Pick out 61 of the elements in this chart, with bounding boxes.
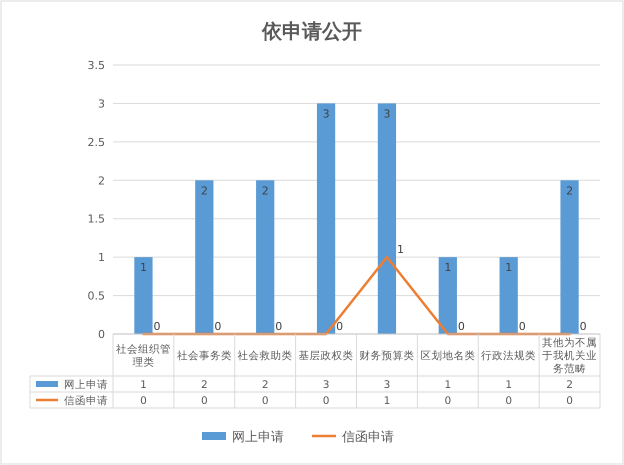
bar: [195, 180, 214, 334]
y-tick-label: 3: [98, 97, 105, 110]
x-tick-label: 社会事务类: [176, 349, 232, 362]
data-label: 0: [262, 395, 269, 407]
data-label: 2: [566, 379, 573, 391]
text: 2: [566, 184, 574, 198]
x-tick-label: 其他为不属于我机关业务范畴: [542, 336, 598, 375]
y-tick-label: 0.5: [88, 290, 105, 303]
data-label: 0: [322, 395, 330, 407]
data-label: 3: [322, 379, 330, 391]
x-tick-label: 基层政权类: [298, 349, 354, 362]
text: 2: [200, 184, 208, 198]
x-tick-label: 区划地名类: [420, 349, 476, 362]
text: 1: [505, 261, 512, 274]
text: 1: [396, 243, 404, 256]
data-label: 1: [444, 379, 452, 391]
x-tick-label: 社会组织管理类: [116, 342, 171, 368]
legend-label: 信函申请: [64, 394, 108, 407]
bar: [378, 103, 396, 334]
y-tick-label: 2.5: [88, 136, 105, 149]
bar: [316, 103, 336, 334]
y-tick-label: 1.5: [88, 212, 105, 226]
y-tick-label: 3.5: [88, 59, 105, 72]
text: 网上申请: [232, 430, 284, 445]
text: 1: [140, 261, 147, 274]
text: 2: [262, 184, 269, 198]
text: 0: [153, 320, 160, 333]
data-label: 2: [200, 379, 208, 391]
y-tick-label: 2: [98, 174, 105, 188]
text: 1: [444, 261, 452, 274]
bar: [256, 180, 274, 334]
text: 0: [518, 320, 526, 333]
chart-title: 依申请公开: [261, 19, 362, 43]
data-label: 1: [505, 379, 512, 391]
data-label: 1: [140, 379, 147, 391]
data-label: 0: [140, 395, 147, 407]
y-tick-label: 1: [98, 251, 105, 264]
data-label: 0: [200, 395, 208, 407]
data-label: 0: [505, 395, 512, 407]
data-label: 0: [566, 395, 573, 407]
data-label: 0: [444, 395, 452, 407]
text: 0: [580, 320, 587, 333]
data-label: 2: [262, 379, 269, 391]
x-tick-label: 财务预算类: [359, 349, 414, 362]
y-tick-label: 0: [98, 328, 105, 341]
x-tick-label: 社会救助类: [238, 349, 293, 362]
data-label: 3: [384, 379, 390, 391]
text: 0: [275, 320, 282, 333]
bar: [438, 257, 457, 334]
bar: [500, 257, 518, 334]
text: 信函申请: [342, 430, 394, 445]
bar: [560, 180, 579, 334]
text: 0: [336, 320, 344, 333]
text: 3: [383, 107, 390, 120]
text: 0: [458, 320, 465, 333]
x-tick-label: 行政法规类: [481, 349, 536, 362]
text: 3: [322, 107, 330, 120]
bar: [134, 257, 153, 334]
legend-label: 网上申请: [64, 378, 108, 391]
data-label: 1: [384, 395, 390, 407]
text: 0: [214, 320, 222, 333]
